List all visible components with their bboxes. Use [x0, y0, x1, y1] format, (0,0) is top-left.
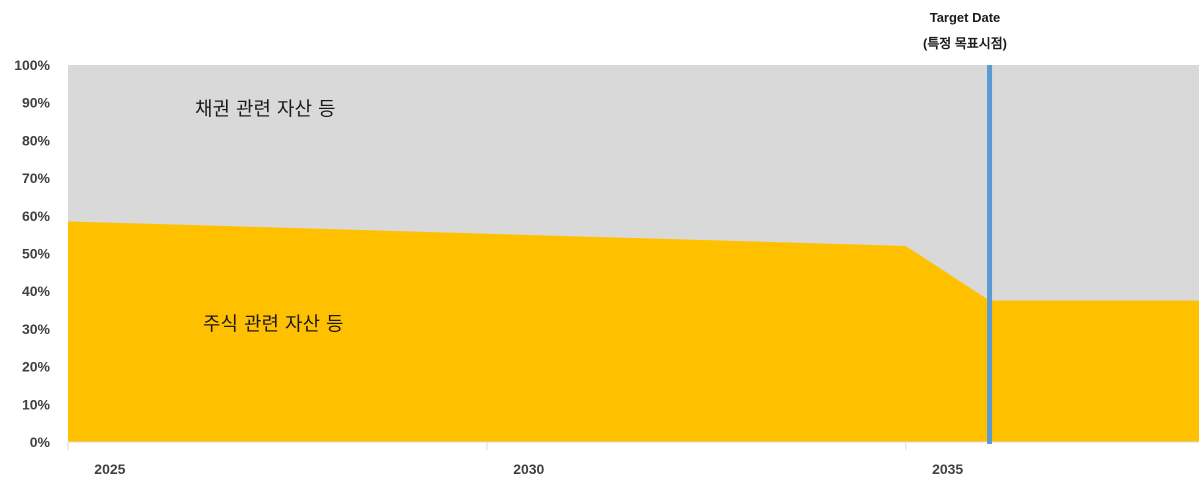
- x-axis: 2025 2030 2035: [67, 441, 1199, 477]
- x-tick-label: 2025: [94, 461, 125, 477]
- x-tick-label: 2030: [513, 461, 544, 477]
- y-tick-label: 80%: [22, 132, 51, 148]
- target-date-label: Target Date: [930, 10, 1001, 25]
- y-tick-label: 60%: [22, 208, 51, 224]
- target-date-marker: Target Date (특정 목표시점): [923, 10, 1007, 444]
- y-tick-label: 70%: [22, 170, 51, 186]
- y-tick-label: 20%: [22, 359, 51, 375]
- bond-assets-label: 채권 관련 자산 등: [195, 98, 335, 120]
- y-tick-label: 30%: [22, 321, 51, 337]
- y-tick-label: 100%: [14, 57, 50, 73]
- chart-areas: [68, 65, 1199, 442]
- y-tick-label: 0%: [30, 434, 51, 450]
- equity-assets-label: 주식 관련 자산 등: [203, 313, 343, 335]
- y-tick-label: 40%: [22, 283, 51, 299]
- x-tick-label: 2035: [932, 461, 963, 477]
- y-axis: 0% 10% 20% 30% 40% 50% 60% 70% 80% 90% 100%: [14, 57, 50, 450]
- target-date-sublabel: (특정 목표시점): [923, 36, 1007, 51]
- y-tick-label: 10%: [22, 396, 51, 412]
- y-tick-label: 50%: [22, 246, 51, 262]
- equity-assets-area: [68, 221, 1199, 442]
- y-tick-label: 90%: [22, 95, 51, 111]
- region-labels: 채권 관련 자산 등 주식 관련 자산 등: [195, 98, 343, 335]
